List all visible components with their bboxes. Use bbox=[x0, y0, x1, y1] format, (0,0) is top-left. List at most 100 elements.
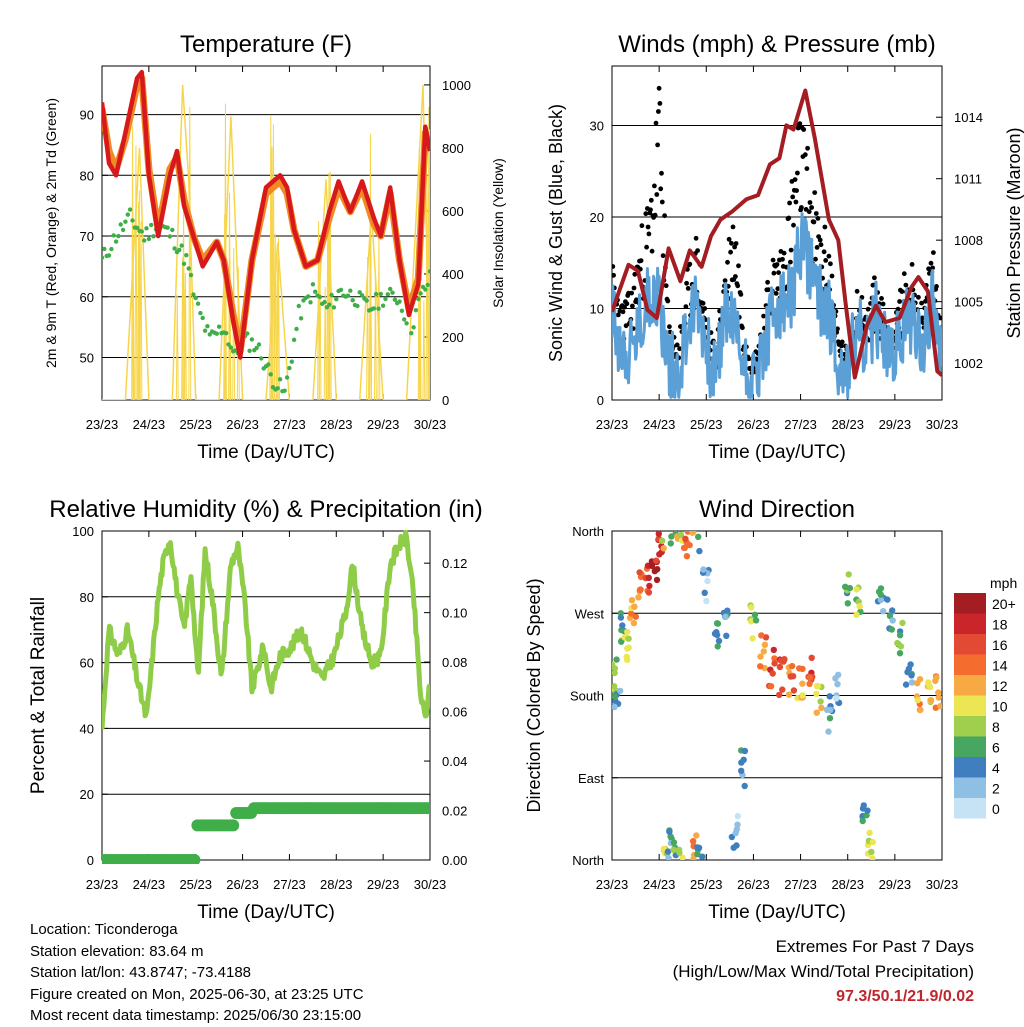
solar-spike bbox=[422, 300, 426, 400]
y-right-tick-label: 0.12 bbox=[442, 556, 467, 571]
plot-area bbox=[612, 85, 942, 399]
direction-point bbox=[625, 635, 632, 642]
direction-point bbox=[715, 637, 723, 645]
gust-point bbox=[629, 290, 634, 296]
direction-point bbox=[693, 832, 700, 839]
x-tick-label: 24/23 bbox=[643, 417, 676, 432]
direction-point bbox=[907, 661, 914, 668]
y-right-tick-label: 1005 bbox=[954, 295, 983, 310]
direction-point bbox=[689, 838, 697, 845]
x-tick-label: 28/23 bbox=[831, 877, 864, 892]
gust-point bbox=[923, 298, 928, 304]
dewpoint-point bbox=[289, 359, 294, 364]
dewpoint-point bbox=[123, 219, 128, 224]
dewpoint-point bbox=[226, 342, 231, 347]
dewpoint-point bbox=[413, 308, 419, 313]
gust-point bbox=[644, 244, 649, 250]
direction-point bbox=[670, 839, 678, 846]
direction-point bbox=[645, 574, 652, 581]
y-right-axis-label: Station Pressure (Maroon) bbox=[1004, 127, 1024, 338]
dewpoint-point bbox=[423, 287, 428, 292]
direction-point bbox=[612, 683, 618, 690]
gust-point bbox=[659, 199, 665, 205]
dewpoint-point bbox=[130, 218, 135, 223]
gust-point bbox=[761, 313, 766, 319]
dewpoint-point bbox=[399, 308, 405, 313]
dewpoint-point bbox=[125, 212, 130, 217]
data-timestamp: Most recent data timestamp: 2025/06/30 2… bbox=[30, 1007, 362, 1024]
direction-point bbox=[845, 571, 852, 578]
dewpoint-point bbox=[200, 315, 205, 321]
legend-swatch bbox=[954, 798, 986, 819]
direction-point bbox=[748, 604, 755, 611]
gust-point bbox=[903, 282, 909, 288]
direction-point bbox=[695, 533, 702, 540]
precip-point bbox=[188, 854, 201, 864]
y-right-tick-label: 0.04 bbox=[442, 754, 467, 769]
chart-panel-4: Wind Direction Time (Day/UTC) 23/23 24/23 25… bbox=[524, 496, 958, 923]
dewpoint-point bbox=[385, 292, 390, 297]
dewpoint-point bbox=[184, 253, 189, 258]
direction-point bbox=[645, 589, 653, 596]
dewpoint-point bbox=[177, 247, 182, 253]
direction-point bbox=[617, 614, 625, 621]
gust-point bbox=[677, 346, 682, 352]
legend-label: 10 bbox=[992, 699, 1008, 715]
x-tick-label: 26/23 bbox=[737, 417, 770, 432]
x-tick-label: 29/23 bbox=[367, 877, 400, 892]
station-info: Location: Ticonderoga Station elevation:… bbox=[30, 919, 364, 1027]
dewpoint-point bbox=[198, 310, 203, 316]
dewpoint-point bbox=[102, 255, 105, 260]
y-right-tick-label: 0 bbox=[442, 393, 449, 408]
gust-point bbox=[804, 166, 810, 172]
gust-point bbox=[854, 288, 860, 294]
gust-point bbox=[687, 261, 693, 267]
dewpoint-point bbox=[254, 345, 259, 351]
dewpoint-point bbox=[364, 298, 369, 303]
direction-point bbox=[670, 846, 677, 853]
direction-point bbox=[686, 541, 693, 549]
direction-point bbox=[690, 856, 697, 860]
x-tick-label: 27/23 bbox=[273, 877, 306, 892]
dewpoint-point bbox=[334, 297, 339, 302]
direction-point bbox=[722, 613, 729, 621]
direction-point bbox=[761, 641, 769, 648]
gust-point bbox=[770, 257, 776, 263]
direction-point bbox=[806, 674, 814, 681]
gust-point bbox=[639, 223, 645, 229]
gust-point bbox=[802, 152, 808, 158]
y-right-tick-label: 200 bbox=[442, 330, 464, 345]
gust-point bbox=[839, 339, 845, 345]
direction-point bbox=[788, 662, 796, 670]
dewpoint-point bbox=[418, 291, 423, 296]
y-tick-label: 50 bbox=[80, 350, 94, 365]
dewpoint-point bbox=[102, 246, 107, 252]
gust-point bbox=[839, 343, 844, 349]
direction-point bbox=[653, 557, 660, 564]
direction-point bbox=[914, 680, 921, 687]
legend-label: 6 bbox=[992, 740, 1000, 756]
dewpoint-point bbox=[397, 299, 402, 304]
direction-point bbox=[757, 653, 764, 660]
dewpoint-point bbox=[329, 292, 334, 298]
y-right-tick-label: 1011 bbox=[954, 172, 982, 187]
legend-swatch bbox=[954, 757, 986, 778]
legend-label: 2 bbox=[992, 781, 1000, 797]
gust-point bbox=[645, 224, 651, 230]
solar-spike bbox=[228, 257, 232, 400]
gust-point bbox=[872, 275, 877, 281]
dewpoint-point bbox=[275, 386, 280, 391]
gust-point bbox=[805, 145, 810, 151]
gust-point bbox=[722, 278, 728, 283]
direction-point bbox=[799, 680, 806, 687]
gust-point bbox=[797, 121, 803, 126]
legend-label: 18 bbox=[992, 617, 1008, 633]
direction-point bbox=[683, 553, 691, 560]
solar-spike bbox=[271, 124, 275, 400]
gust-point bbox=[766, 287, 771, 293]
y-right-tick-label: 0.08 bbox=[442, 655, 467, 670]
x-tick-label: 28/23 bbox=[320, 877, 353, 892]
direction-point bbox=[888, 626, 895, 633]
gust-point bbox=[788, 259, 793, 265]
direction-point bbox=[799, 665, 806, 673]
